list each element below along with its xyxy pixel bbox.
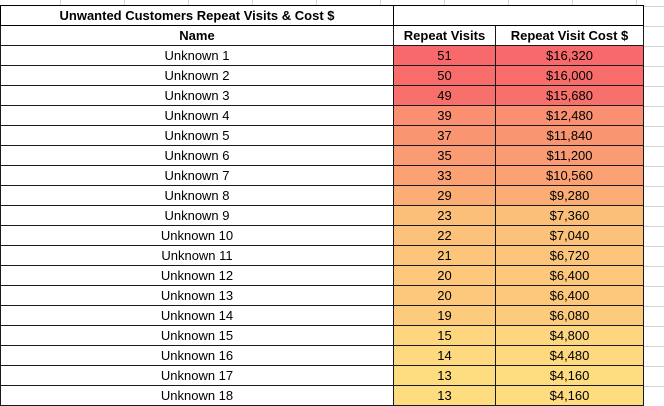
cell-cost[interactable]: $4,800 [495, 325, 644, 346]
cell-visits[interactable]: 35 [393, 145, 496, 166]
cell-visits[interactable]: 23 [393, 205, 496, 226]
table-row: Unknown 14 19 $6,080 [0, 305, 644, 326]
table-row: Unknown 11 21 $6,720 [0, 245, 644, 266]
table-row: Unknown 10 22 $7,040 [0, 225, 644, 246]
cell-cost[interactable]: $16,000 [495, 65, 644, 86]
cell-name[interactable]: Unknown 14 [0, 305, 394, 326]
cell-cost[interactable]: $15,680 [495, 85, 644, 106]
cell-visits[interactable]: 22 [393, 225, 496, 246]
table-row: Unknown 12 20 $6,400 [0, 265, 644, 286]
title-row: Unwanted Customers Repeat Visits & Cost … [0, 5, 644, 26]
cell-visits[interactable]: 37 [393, 125, 496, 146]
cell-name[interactable]: Unknown 10 [0, 225, 394, 246]
cell-visits[interactable]: 13 [393, 365, 496, 386]
cell-name[interactable]: Unknown 3 [0, 85, 394, 106]
cell-cost[interactable]: $11,840 [495, 125, 644, 146]
header-visits[interactable]: Repeat Visits [393, 25, 496, 46]
cell-visits[interactable]: 19 [393, 305, 496, 326]
cell-cost[interactable]: $7,040 [495, 225, 644, 246]
cell-name[interactable]: Unknown 16 [0, 345, 394, 366]
table-row: Unknown 9 23 $7,360 [0, 205, 644, 226]
cell-name[interactable]: Unknown 5 [0, 125, 394, 146]
cell-name[interactable]: Unknown 7 [0, 165, 394, 186]
table-row: Unknown 4 39 $12,480 [0, 105, 644, 126]
cell-cost[interactable]: $4,160 [495, 385, 644, 406]
cell-name[interactable]: Unknown 12 [0, 265, 394, 286]
cell-visits[interactable]: 33 [393, 165, 496, 186]
cell-cost[interactable]: $6,720 [495, 245, 644, 266]
cell-visits[interactable]: 20 [393, 265, 496, 286]
cell-cost[interactable]: $6,080 [495, 305, 644, 326]
cell-cost[interactable]: $6,400 [495, 285, 644, 306]
cell-visits[interactable]: 15 [393, 325, 496, 346]
cell-visits[interactable]: 29 [393, 185, 496, 206]
header-row: Name Repeat Visits Repeat Visit Cost $ [0, 25, 644, 46]
cell-name[interactable]: Unknown 15 [0, 325, 394, 346]
cell-cost[interactable]: $16,320 [495, 45, 644, 66]
cell-visits[interactable]: 21 [393, 245, 496, 266]
cell-name[interactable]: Unknown 9 [0, 205, 394, 226]
table-row: Unknown 16 14 $4,480 [0, 345, 644, 366]
table-row: Unknown 15 15 $4,800 [0, 325, 644, 346]
table-row: Unknown 5 37 $11,840 [0, 125, 644, 146]
cell-visits[interactable]: 51 [393, 45, 496, 66]
table-row: Unknown 1 51 $16,320 [0, 45, 644, 66]
cell-name[interactable]: Unknown 6 [0, 145, 394, 166]
table-row: Unknown 17 13 $4,160 [0, 365, 644, 386]
cell-visits[interactable]: 14 [393, 345, 496, 366]
cell-cost[interactable]: $4,160 [495, 365, 644, 386]
cell-cost[interactable]: $9,280 [495, 185, 644, 206]
table-title[interactable]: Unwanted Customers Repeat Visits & Cost … [0, 5, 394, 26]
title-blank-cell[interactable] [393, 5, 644, 26]
cell-name[interactable]: Unknown 8 [0, 185, 394, 206]
table-row: Unknown 6 35 $11,200 [0, 145, 644, 166]
cell-cost[interactable]: $6,400 [495, 265, 644, 286]
table-row: Unknown 3 49 $15,680 [0, 85, 644, 106]
cell-cost[interactable]: $12,480 [495, 105, 644, 126]
cell-name[interactable]: Unknown 2 [0, 65, 394, 86]
table-row: Unknown 18 13 $4,160 [0, 385, 644, 406]
cell-visits[interactable]: 20 [393, 285, 496, 306]
header-cost[interactable]: Repeat Visit Cost $ [495, 25, 644, 46]
header-name[interactable]: Name [0, 25, 394, 46]
table-row: Unknown 8 29 $9,280 [0, 185, 644, 206]
cell-cost[interactable]: $7,360 [495, 205, 644, 226]
cell-name[interactable]: Unknown 1 [0, 45, 394, 66]
cell-visits[interactable]: 49 [393, 85, 496, 106]
cell-cost[interactable]: $11,200 [495, 145, 644, 166]
cell-visits[interactable]: 50 [393, 65, 496, 86]
cell-cost[interactable]: $10,560 [495, 165, 644, 186]
table-row: Unknown 13 20 $6,400 [0, 285, 644, 306]
data-table: Unwanted Customers Repeat Visits & Cost … [0, 5, 644, 406]
cell-visits[interactable]: 13 [393, 385, 496, 406]
cell-name[interactable]: Unknown 17 [0, 365, 394, 386]
cell-visits[interactable]: 39 [393, 105, 496, 126]
cell-name[interactable]: Unknown 11 [0, 245, 394, 266]
cell-name[interactable]: Unknown 18 [0, 385, 394, 406]
cell-cost[interactable]: $4,480 [495, 345, 644, 366]
table-row: Unknown 2 50 $16,000 [0, 65, 644, 86]
cell-name[interactable]: Unknown 4 [0, 105, 394, 126]
cell-name[interactable]: Unknown 13 [0, 285, 394, 306]
table-row: Unknown 7 33 $10,560 [0, 165, 644, 186]
